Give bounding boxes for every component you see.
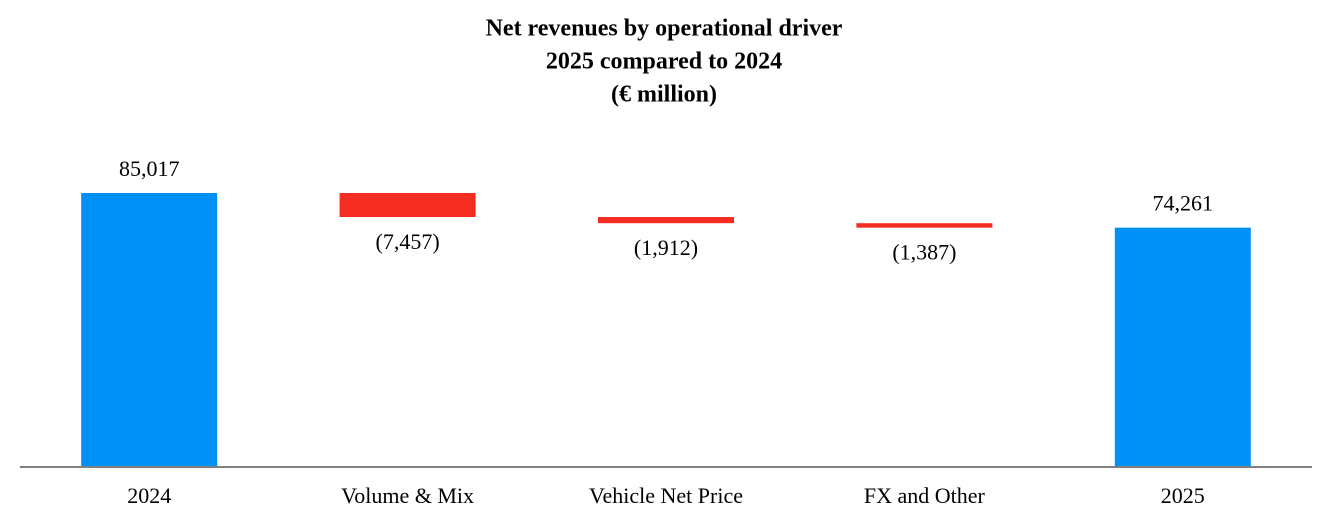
x-tick-label: 2024 bbox=[127, 483, 171, 508]
bar bbox=[339, 193, 476, 218]
x-tick-label: Vehicle Net Price bbox=[589, 483, 743, 508]
x-tick-label: Volume & Mix bbox=[341, 483, 474, 508]
value-label: (7,457) bbox=[376, 229, 440, 254]
x-tick-label: FX and Other bbox=[864, 483, 986, 508]
value-label: (1,912) bbox=[634, 235, 698, 260]
chart-title: Net revenues by operational driver bbox=[486, 16, 843, 42]
bar bbox=[598, 217, 734, 224]
x-tick-label: 2025 bbox=[1161, 483, 1205, 508]
value-label: (1,387) bbox=[892, 240, 956, 265]
unit-label: (€ million) bbox=[611, 82, 717, 108]
bar bbox=[856, 223, 993, 228]
bar bbox=[81, 193, 218, 467]
chart-subtitle: 2025 compared to 2024 bbox=[546, 49, 782, 75]
bar bbox=[1114, 227, 1251, 467]
value-label: 85,017 bbox=[119, 156, 180, 181]
value-label: 74,261 bbox=[1153, 191, 1214, 216]
